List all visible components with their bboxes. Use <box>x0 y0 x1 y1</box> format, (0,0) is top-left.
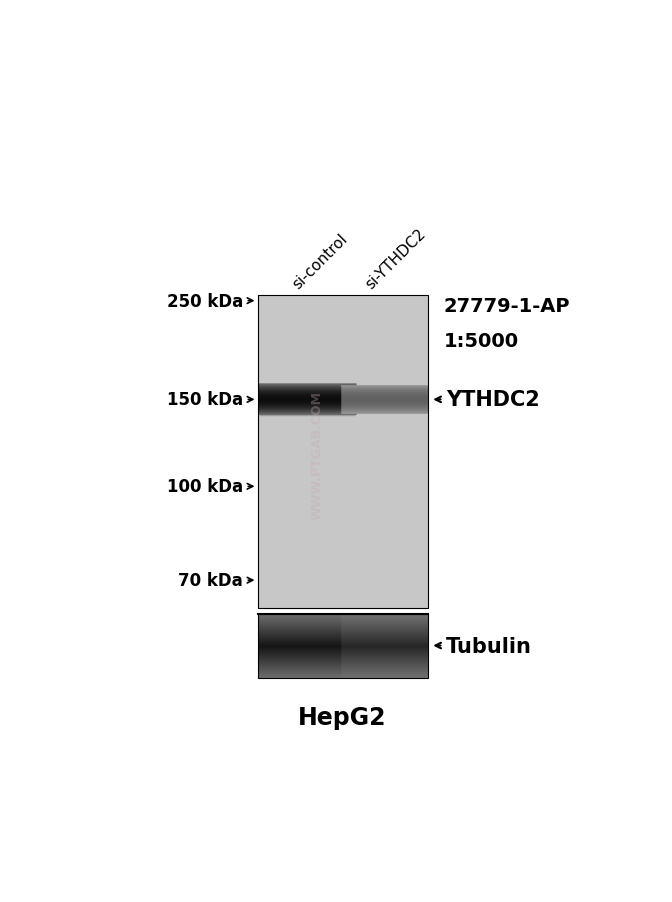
Text: si-control: si-control <box>290 232 350 292</box>
Bar <box>259 296 428 608</box>
Text: HepG2: HepG2 <box>298 705 386 730</box>
Text: YTHDC2: YTHDC2 <box>446 390 540 410</box>
Text: 1:5000: 1:5000 <box>444 331 519 350</box>
Text: 27779-1-AP: 27779-1-AP <box>444 297 570 316</box>
Text: 70 kDa: 70 kDa <box>178 572 243 590</box>
Text: 150 kDa: 150 kDa <box>167 391 243 409</box>
Text: si-YTHDC2: si-YTHDC2 <box>362 226 428 292</box>
Text: 100 kDa: 100 kDa <box>167 478 243 496</box>
Bar <box>259 614 428 677</box>
Text: 250 kDa: 250 kDa <box>167 292 243 310</box>
Text: Tubulin: Tubulin <box>446 636 532 656</box>
Text: WWW.PTGAB.COM: WWW.PTGAB.COM <box>310 391 323 520</box>
